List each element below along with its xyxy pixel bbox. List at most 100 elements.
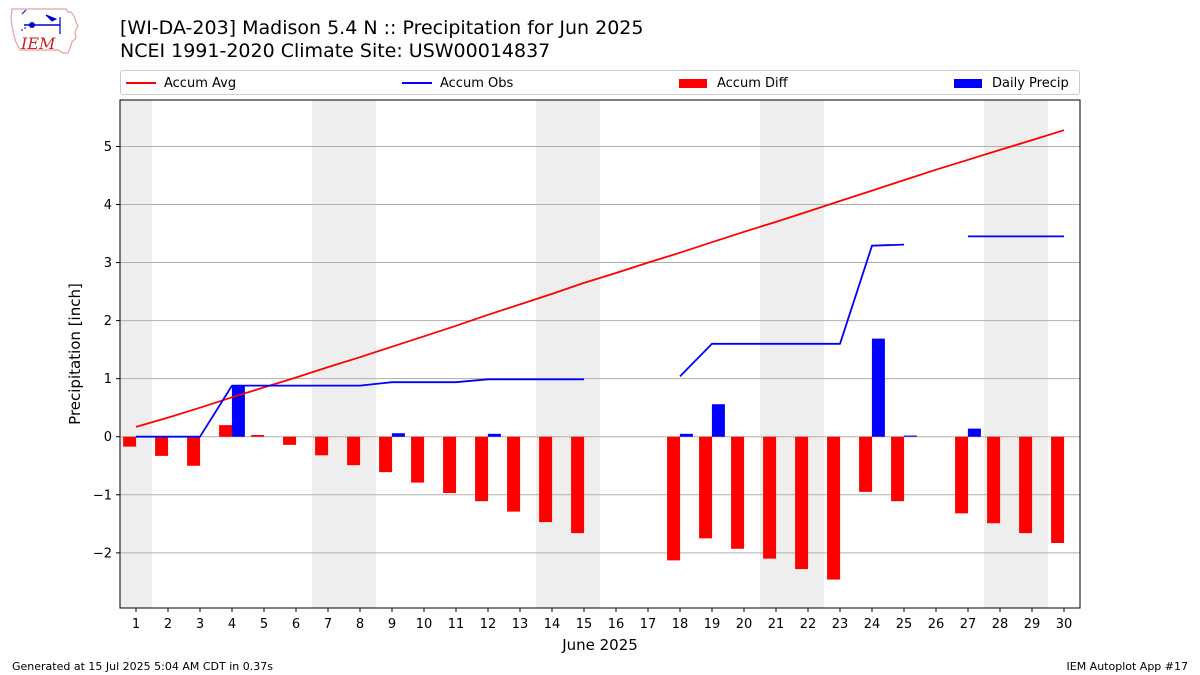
x-tick-label: 9 xyxy=(388,617,396,632)
weekend-band-5 xyxy=(984,100,1048,608)
logo-text: IEM xyxy=(20,34,56,53)
bar-accum-diff-day-25 xyxy=(891,436,905,502)
bar-accum-diff-day-24 xyxy=(859,436,873,492)
x-tick-label: 19 xyxy=(704,617,721,632)
autoplot-app-label: IEM Autoplot App #17 xyxy=(1066,660,1189,673)
weather-station-icon xyxy=(21,9,61,34)
bars xyxy=(123,338,1065,580)
x-tick-label: 23 xyxy=(832,617,849,632)
bar-accum-diff-day-20 xyxy=(731,436,745,549)
bar-accum-diff-day-23 xyxy=(827,436,841,580)
gridlines xyxy=(120,145,1080,554)
legend-item-accum-obs: Accum Obs xyxy=(402,74,513,92)
legend-swatch-accum-avg xyxy=(126,82,156,84)
bar-accum-diff-day-11 xyxy=(443,436,457,494)
bar-accum-diff-day-7 xyxy=(315,436,329,456)
weekend-band-3 xyxy=(536,100,600,608)
y-tick-label: 4 xyxy=(104,198,112,213)
bar-accum-diff-day-9 xyxy=(379,436,393,473)
legend-label-accum-avg: Accum Avg xyxy=(164,75,237,91)
bar-daily-precip-day-4 xyxy=(231,385,245,437)
plot-frame xyxy=(119,99,1081,609)
bar-accum-diff-day-14 xyxy=(539,436,553,523)
bar-accum-diff-day-6 xyxy=(283,436,297,445)
x-tick-label: 5 xyxy=(260,617,268,632)
bar-daily-precip-day-12 xyxy=(487,433,501,437)
x-tick-label: 6 xyxy=(292,617,300,632)
bar-daily-precip-day-25 xyxy=(903,435,917,437)
bar-accum-diff-day-22 xyxy=(795,436,809,570)
x-tick-label: 21 xyxy=(768,617,785,632)
x-tick-label: 10 xyxy=(416,617,433,632)
x-tick-label: 30 xyxy=(1056,617,1073,632)
iem-logo: IEM xyxy=(10,8,79,54)
bar-accum-diff-day-28 xyxy=(987,436,1001,524)
bar-accum-diff-day-12 xyxy=(475,436,489,502)
bar-accum-diff-day-2 xyxy=(155,436,169,456)
weekend-band-1 xyxy=(120,100,152,608)
bar-daily-precip-day-19 xyxy=(711,404,725,437)
legend-item-accum-avg: Accum Avg xyxy=(126,74,236,92)
bar-accum-diff-day-3 xyxy=(187,436,201,466)
generated-timestamp: Generated at 15 Jul 2025 5:04 AM CDT in … xyxy=(12,660,273,673)
x-tick-label: 29 xyxy=(1024,617,1041,632)
bar-accum-diff-day-30 xyxy=(1051,436,1065,543)
line-accum-obs-segment-1 xyxy=(136,378,584,438)
x-tick-label: 27 xyxy=(960,617,977,632)
weekend-shading xyxy=(120,100,1048,608)
x-tick-label: 25 xyxy=(896,617,913,632)
iowa-state-outline xyxy=(10,8,79,54)
bar-accum-diff-day-19 xyxy=(699,436,713,539)
x-tick-label: 2 xyxy=(164,617,172,632)
x-tick-label: 22 xyxy=(800,617,817,632)
x-tick-label: 1 xyxy=(132,617,140,632)
weekend-band-2 xyxy=(312,100,376,608)
legend-label-accum-diff: Accum Diff xyxy=(717,75,788,91)
legend-swatch-daily-precip xyxy=(954,78,982,88)
bar-accum-diff-day-8 xyxy=(347,436,361,466)
x-tick-label: 12 xyxy=(480,617,497,632)
y-tick-label: −1 xyxy=(93,488,112,503)
bar-accum-diff-day-13 xyxy=(507,436,521,512)
x-tick-label: 7 xyxy=(324,617,332,632)
bar-accum-diff-day-5 xyxy=(251,434,265,437)
x-tick-label: 4 xyxy=(228,617,236,632)
bar-accum-diff-day-1 xyxy=(123,436,137,447)
x-tick-label: 13 xyxy=(512,617,529,632)
x-tick-label: 24 xyxy=(864,617,881,632)
x-tick-label: 26 xyxy=(928,617,945,632)
x-tick-label: 15 xyxy=(576,617,593,632)
y-axis-label: Precipitation [inch] xyxy=(66,283,84,425)
chart-title: [WI-DA-203] Madison 5.4 N :: Precipitati… xyxy=(120,17,644,39)
line-accum-obs-segment-2 xyxy=(679,243,905,378)
x-tick-label: 3 xyxy=(196,617,204,632)
x-tick-label: 14 xyxy=(544,617,561,632)
y-tick-label: 1 xyxy=(104,372,112,387)
y-tick-label: 5 xyxy=(104,140,112,155)
bar-accum-diff-day-27 xyxy=(955,436,969,514)
bar-daily-precip-day-18 xyxy=(679,433,693,437)
bar-accum-diff-day-21 xyxy=(763,436,777,559)
legend-label-accum-obs: Accum Obs xyxy=(440,75,514,91)
x-tick-label: 17 xyxy=(640,617,657,632)
bar-accum-diff-day-18 xyxy=(667,436,681,561)
bar-daily-precip-day-24 xyxy=(871,338,885,437)
bar-accum-diff-day-10 xyxy=(411,436,425,483)
y-tick-label: 3 xyxy=(104,256,112,271)
chart-legend: Accum Avg Accum Obs Accum Diff Daily Pre… xyxy=(120,70,1080,95)
legend-swatch-accum-diff xyxy=(679,78,707,88)
legend-swatch-accum-obs xyxy=(402,82,432,84)
bar-daily-precip-day-27 xyxy=(967,428,981,437)
legend-item-daily-precip: Daily Precip xyxy=(954,74,1069,92)
y-tick-label: 2 xyxy=(104,314,112,329)
bar-accum-diff-day-4 xyxy=(219,425,233,437)
bar-accum-diff-day-15 xyxy=(571,436,585,534)
x-axis-label: June 2025 xyxy=(561,636,638,654)
legend-label-daily-precip: Daily Precip xyxy=(992,75,1069,91)
y-tick-label: 0 xyxy=(104,430,112,445)
x-tick-label: 28 xyxy=(992,617,1009,632)
bar-daily-precip-day-9 xyxy=(391,433,405,437)
series-lines xyxy=(135,129,1065,438)
line-accum-avg-segment-1 xyxy=(135,129,1065,428)
